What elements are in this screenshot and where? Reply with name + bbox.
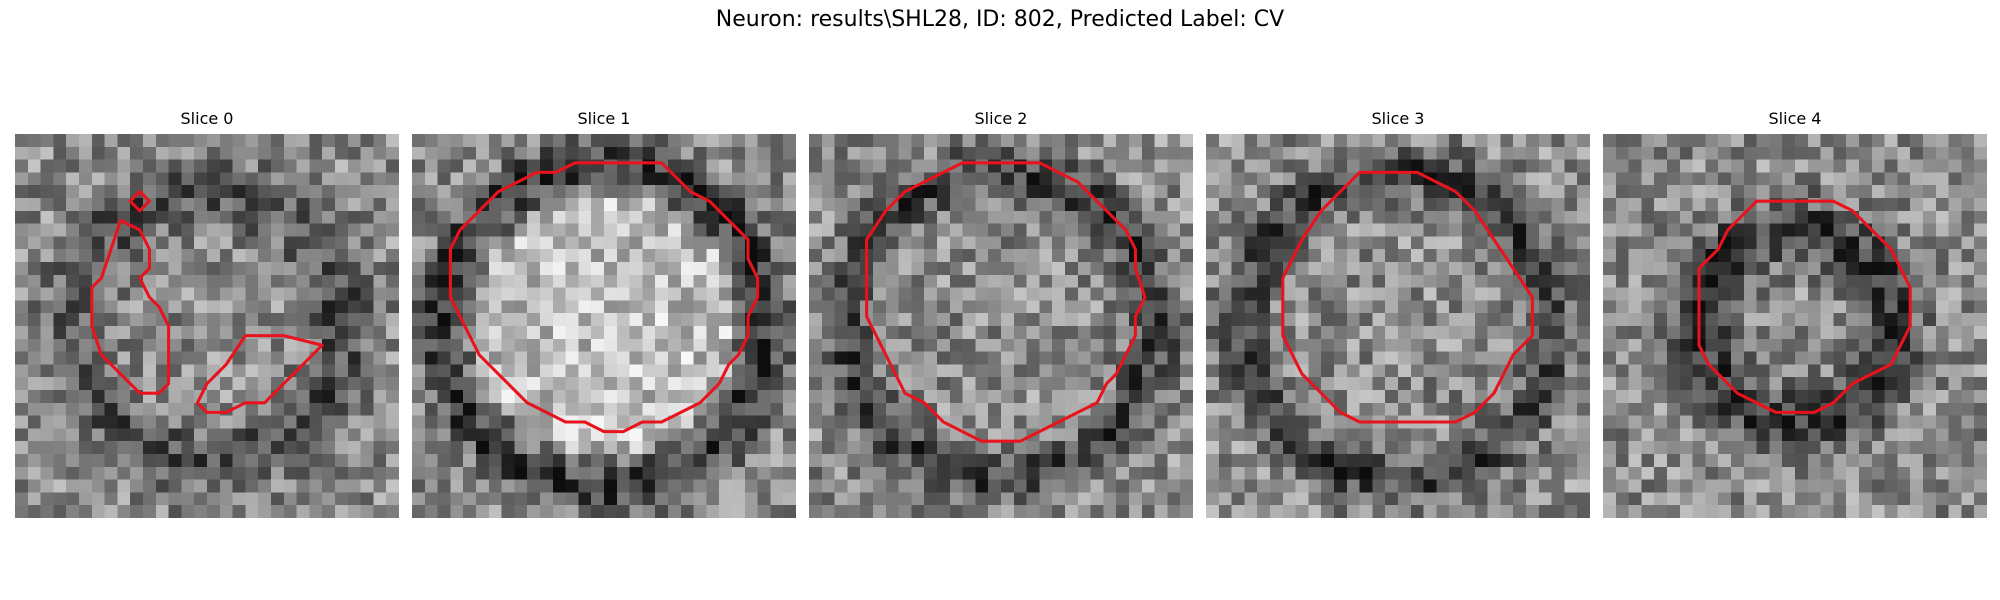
slice-image	[809, 134, 1193, 518]
figure-title: Neuron: results\SHL28, ID: 802, Predicte…	[715, 7, 1285, 32]
slice-image	[1603, 134, 1987, 518]
slice-image	[412, 134, 796, 518]
slice-panel-0: Slice 0	[15, 108, 399, 518]
slice-title: Slice 1	[577, 109, 631, 128]
slice-panel-3: Slice 3	[1206, 108, 1590, 518]
slice-panel-4: Slice 4	[1603, 108, 1987, 518]
slice-title: Slice 3	[1371, 109, 1425, 128]
pixel-texture	[809, 134, 1193, 518]
slice-image	[15, 134, 399, 518]
segmentation-contour	[1281, 170, 1534, 424]
pixel-texture	[15, 134, 399, 518]
segmentation-contour	[195, 334, 324, 414]
pixel-texture	[1603, 134, 1987, 518]
segmentation-contour	[865, 161, 1147, 443]
segmentation-contour	[128, 190, 151, 213]
pixel-texture	[412, 134, 796, 518]
segmentation-contour	[90, 218, 171, 395]
slice-title: Slice 4	[1768, 109, 1822, 128]
pixel-texture	[1206, 134, 1590, 518]
slice-title: Slice 0	[180, 109, 234, 128]
slice-panel-2: Slice 2	[809, 108, 1193, 518]
slice-panel-1: Slice 1	[412, 108, 796, 518]
segmentation-contour	[448, 161, 760, 434]
segmentation-contour	[1697, 199, 1912, 414]
slice-title: Slice 2	[974, 109, 1028, 128]
slice-image	[1206, 134, 1590, 518]
